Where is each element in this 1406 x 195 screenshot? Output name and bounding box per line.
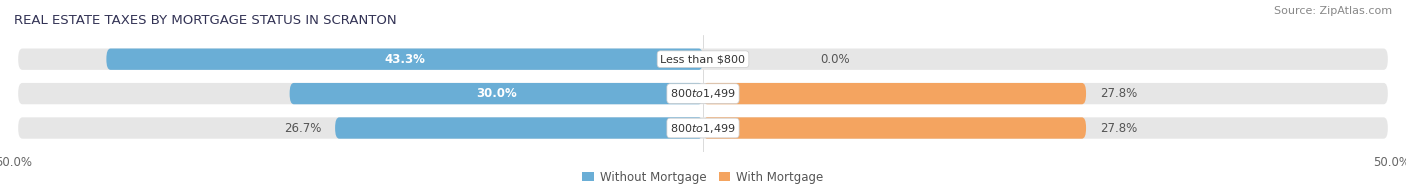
Text: $800 to $1,499: $800 to $1,499 [671,121,735,135]
FancyBboxPatch shape [18,117,1388,139]
Text: Source: ZipAtlas.com: Source: ZipAtlas.com [1274,6,1392,16]
FancyBboxPatch shape [703,83,1085,104]
FancyBboxPatch shape [18,49,1388,70]
Legend: Without Mortgage, With Mortgage: Without Mortgage, With Mortgage [582,171,824,184]
Text: 27.8%: 27.8% [1099,121,1137,135]
Text: REAL ESTATE TAXES BY MORTGAGE STATUS IN SCRANTON: REAL ESTATE TAXES BY MORTGAGE STATUS IN … [14,14,396,27]
FancyBboxPatch shape [107,49,703,70]
Text: 0.0%: 0.0% [820,53,849,66]
Text: 26.7%: 26.7% [284,121,322,135]
FancyBboxPatch shape [290,83,703,104]
Text: 27.8%: 27.8% [1099,87,1137,100]
Text: Less than $800: Less than $800 [661,54,745,64]
Text: $800 to $1,499: $800 to $1,499 [671,87,735,100]
FancyBboxPatch shape [703,117,1085,139]
FancyBboxPatch shape [18,83,1388,104]
Text: 30.0%: 30.0% [477,87,516,100]
Text: 43.3%: 43.3% [384,53,425,66]
FancyBboxPatch shape [335,117,703,139]
